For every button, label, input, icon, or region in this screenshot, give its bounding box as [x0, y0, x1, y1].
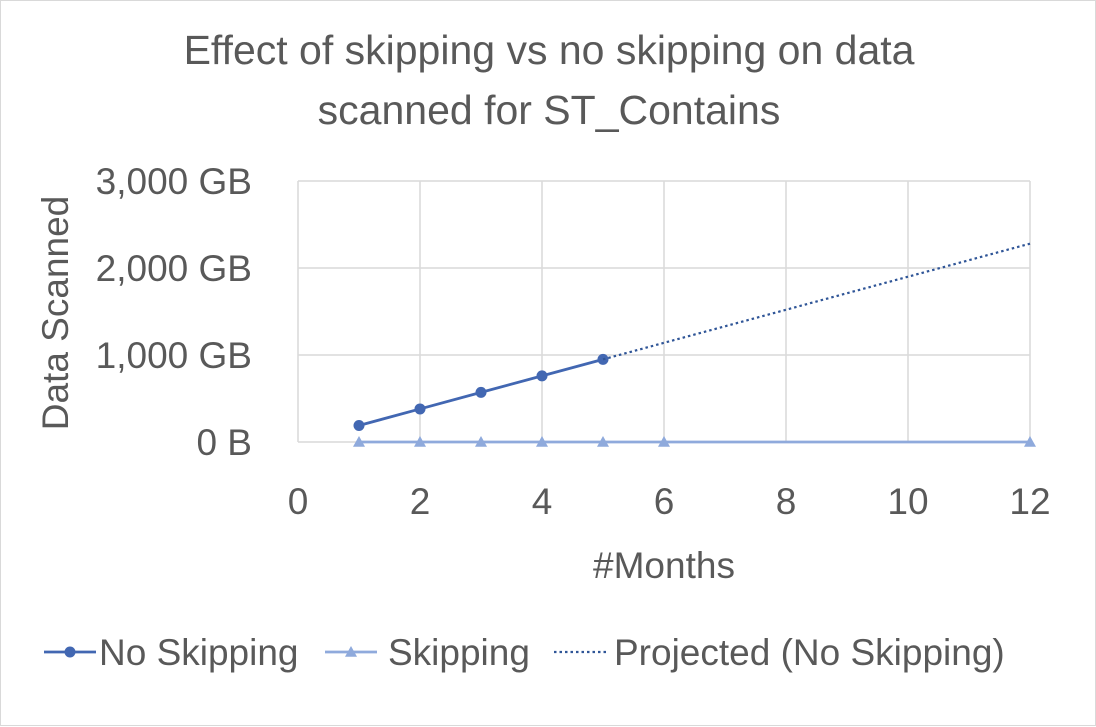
x-axis-title: #Months	[593, 545, 735, 586]
data-point-no-skipping	[414, 403, 426, 415]
y-tick-label: 2,000 GB	[96, 248, 252, 289]
x-axis-tick-labels: 0 2 4 6 8 10 12	[288, 481, 1051, 522]
legend-label-skipping: Skipping	[388, 632, 530, 673]
series-layer	[353, 242, 1036, 447]
data-point-no-skipping	[475, 386, 487, 398]
legend-label-projected-no-skipping: Projected (No Skipping)	[614, 632, 1005, 673]
legend-marker-no-skipping	[64, 646, 76, 658]
data-point-no-skipping	[536, 370, 548, 382]
legend: No Skipping Skipping Projected (No Skippin…	[44, 632, 1005, 673]
data-point-skipping	[475, 436, 487, 447]
series-no-skipping	[353, 353, 609, 431]
legend-marker-skipping	[345, 646, 357, 657]
x-tick-label: 8	[776, 481, 797, 522]
y-tick-label: 3,000 GB	[96, 161, 252, 202]
data-point-skipping	[536, 436, 548, 447]
legend-item-no-skipping: No Skipping	[44, 632, 299, 673]
x-tick-label: 6	[654, 481, 675, 522]
y-axis-title: Data Scanned	[35, 196, 76, 431]
data-point-skipping	[353, 436, 365, 447]
x-tick-label: 4	[532, 481, 553, 522]
x-tick-label: 2	[410, 481, 431, 522]
legend-label-no-skipping: No Skipping	[99, 632, 299, 673]
data-point-no-skipping	[353, 419, 365, 431]
legend-item-skipping: Skipping	[325, 632, 530, 673]
data-point-skipping	[658, 436, 670, 447]
x-tick-label: 10	[887, 481, 928, 522]
x-tick-label: 0	[288, 481, 309, 522]
data-point-skipping	[414, 436, 426, 447]
data-point-skipping	[1024, 436, 1036, 447]
series-skipping	[353, 436, 1036, 447]
y-axis-tick-labels: 0 B 1,000 GB 2,000 GB 3,000 GB	[96, 161, 252, 463]
chart-title-line-2: scanned for ST_Contains	[318, 87, 781, 133]
chart-title: Effect of skipping vs no skipping on dat…	[184, 27, 915, 133]
y-tick-label: 1,000 GB	[96, 335, 252, 376]
chart-title-line-1: Effect of skipping vs no skipping on dat…	[184, 27, 915, 73]
y-tick-label: 0 B	[196, 422, 252, 463]
legend-item-projected-no-skipping: Projected (No Skipping)	[554, 632, 1005, 673]
data-point-skipping	[597, 436, 609, 447]
x-tick-label: 12	[1009, 481, 1050, 522]
series-projected-no-skipping	[602, 242, 1031, 361]
series-line-projected-no-skipping	[602, 242, 1031, 361]
gridlines	[297, 180, 1031, 443]
